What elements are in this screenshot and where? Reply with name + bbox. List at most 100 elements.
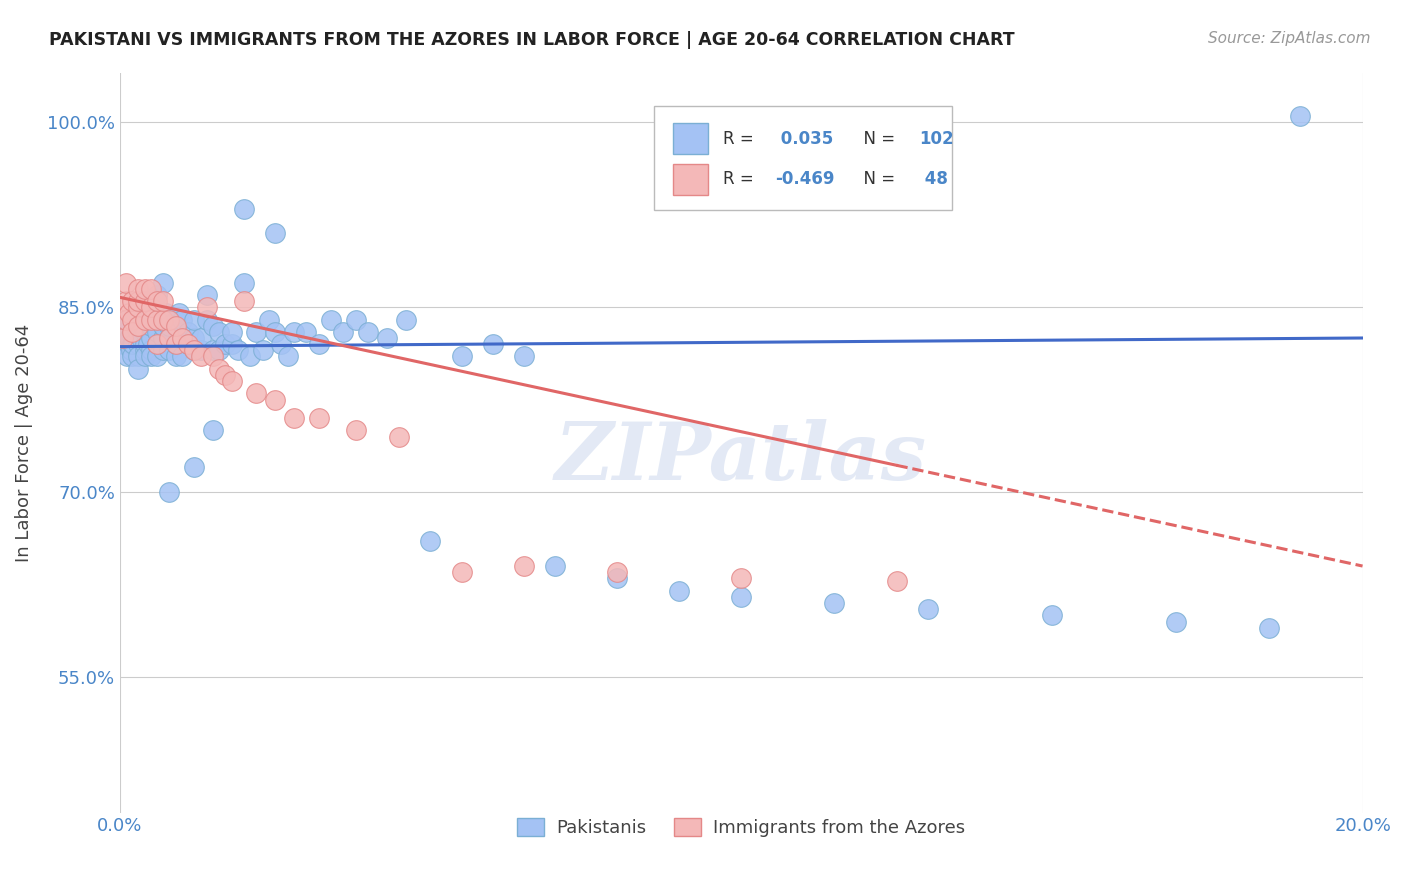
Point [122,337,145,351]
Point [134,282,156,296]
Point [512,559,534,574]
Point [264,226,287,240]
Point [127,293,149,308]
Point [111,337,134,351]
Point [233,202,256,216]
Point [245,325,267,339]
Point [139,350,162,364]
Point [170,312,193,326]
Point [357,325,380,339]
Point [375,331,398,345]
Point [886,574,908,588]
Point [159,312,181,326]
Point [252,343,274,358]
Point [226,343,249,358]
Point [394,312,416,326]
Point [283,325,305,339]
Point [208,343,231,358]
Point [277,350,299,364]
Point [308,337,330,351]
Point [134,293,156,308]
Bar [673,163,707,194]
Point [344,312,367,326]
Point [177,325,200,339]
Point [131,331,153,345]
Point [177,337,200,351]
Point [165,337,187,351]
Point [121,325,143,339]
Point [139,318,162,333]
Point [115,276,138,290]
Point [388,429,411,443]
Text: PAKISTANI VS IMMIGRANTS FROM THE AZORES IN LABOR FORCE | AGE 20-64 CORRELATION C: PAKISTANI VS IMMIGRANTS FROM THE AZORES … [49,31,1015,49]
Point [139,312,162,326]
Point [208,325,231,339]
Point [146,312,169,326]
Point [146,288,169,302]
Point [134,350,156,364]
Point [183,343,205,358]
Point [450,350,472,364]
Point [190,343,212,358]
Point [152,293,174,308]
Bar [673,123,707,154]
Text: N =: N = [853,170,900,188]
Point [121,312,143,326]
Point [165,350,187,364]
Text: R =: R = [723,130,758,148]
Point [146,337,169,351]
Point [201,343,224,358]
Point [214,368,236,382]
Point [121,350,143,364]
Point [115,312,138,326]
Point [120,343,142,358]
Point [127,350,149,364]
Point [124,318,146,333]
Point [221,325,243,339]
Point [159,331,181,345]
Text: 0.035: 0.035 [775,130,832,148]
Point [201,318,224,333]
Point [134,293,156,308]
Point [134,312,156,326]
Point [183,343,205,358]
Y-axis label: In Labor Force | Age 20-64: In Labor Force | Age 20-64 [15,324,32,562]
Point [264,392,287,407]
Point [481,337,503,351]
Point [183,331,205,345]
Point [201,350,224,364]
Point [195,288,218,302]
Point [155,306,177,320]
Point [152,331,174,345]
Point [730,571,752,585]
Point [115,312,138,326]
Point [146,337,169,351]
Text: N =: N = [853,130,900,148]
Point [544,559,567,574]
Point [606,565,628,579]
Point [127,282,149,296]
Point [127,306,149,320]
Point [195,312,218,326]
Point [1040,608,1063,623]
Point [177,337,200,351]
Point [606,571,628,585]
Point [152,318,174,333]
Text: 48: 48 [920,170,948,188]
Text: -0.469: -0.469 [775,170,834,188]
Point [114,325,136,339]
Point [146,293,169,308]
Point [152,276,174,290]
Point [139,343,162,358]
Point [308,411,330,425]
Point [121,293,143,308]
Point [127,300,149,314]
Point [127,325,149,339]
Point [233,276,256,290]
Point [139,306,162,320]
Point [214,337,236,351]
Point [159,343,181,358]
Point [167,306,190,320]
Point [152,312,174,326]
Point [127,318,149,333]
